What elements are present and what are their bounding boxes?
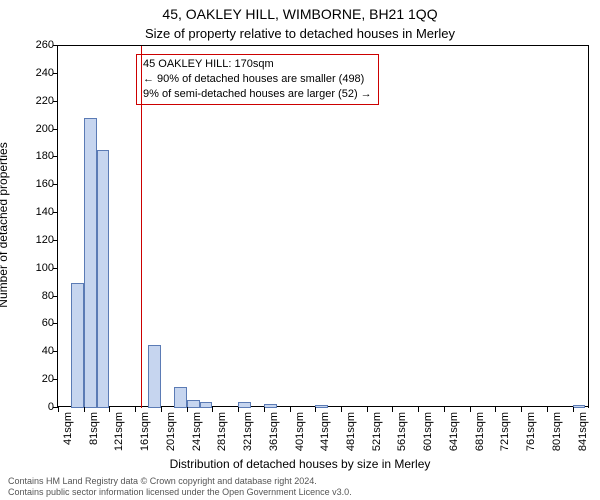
x-tick-mark <box>187 407 188 412</box>
x-tick-label: 801sqm <box>551 412 563 451</box>
x-tick-mark <box>392 407 393 412</box>
x-tick-mark <box>470 407 471 412</box>
histogram-bar <box>97 150 110 408</box>
y-tick-label: 160 <box>36 178 54 190</box>
y-tick-mark <box>53 73 58 74</box>
x-tick-label: 841sqm <box>577 412 589 451</box>
y-tick-label: 140 <box>36 206 54 218</box>
x-tick-mark <box>238 407 239 412</box>
histogram-bar <box>187 400 200 408</box>
y-tick-label: 220 <box>36 95 54 107</box>
y-tick-label: 100 <box>36 262 54 274</box>
x-tick-mark <box>264 407 265 412</box>
chart-title: 45, OAKLEY HILL, WIMBORNE, BH21 1QQ <box>0 6 600 22</box>
x-tick-mark <box>161 407 162 412</box>
x-tick-label: 681sqm <box>474 412 486 451</box>
histogram-bar <box>148 345 161 408</box>
x-tick-label: 641sqm <box>448 412 460 451</box>
x-tick-mark <box>84 407 85 412</box>
reference-line <box>141 46 142 408</box>
x-tick-mark <box>495 407 496 412</box>
chart-subtitle: Size of property relative to detached ho… <box>0 26 600 41</box>
histogram-bar <box>315 405 328 408</box>
x-tick-label: 721sqm <box>499 412 511 451</box>
histogram-bar <box>71 283 84 408</box>
x-axis-label: Distribution of detached houses by size … <box>0 457 600 471</box>
histogram-bar <box>84 118 97 408</box>
annotation-line3: 9% of semi-detached houses are larger (5… <box>143 87 372 102</box>
y-axis-label: Number of detached properties <box>0 142 10 307</box>
y-tick-mark <box>53 379 58 380</box>
x-tick-label: 401sqm <box>294 412 306 451</box>
histogram-bar <box>174 387 187 408</box>
x-tick-label: 481sqm <box>345 412 357 451</box>
y-tick-mark <box>53 323 58 324</box>
footer-attribution: Contains HM Land Registry data © Crown c… <box>8 476 352 498</box>
x-tick-label: 241sqm <box>191 412 203 451</box>
annotation-line1: 45 OAKLEY HILL: 170sqm <box>143 57 372 72</box>
x-tick-mark <box>444 407 445 412</box>
plot-area: 45 OAKLEY HILL: 170sqm ← 90% of detached… <box>58 45 589 408</box>
x-tick-mark <box>521 407 522 412</box>
histogram-bar <box>238 402 251 408</box>
x-tick-label: 81sqm <box>88 412 100 445</box>
x-tick-label: 41sqm <box>62 412 74 445</box>
y-tick-label: 120 <box>36 234 54 246</box>
x-tick-label: 321sqm <box>242 412 254 451</box>
x-tick-mark <box>547 407 548 412</box>
x-tick-mark <box>315 407 316 412</box>
x-tick-label: 601sqm <box>422 412 434 451</box>
y-tick-mark <box>53 296 58 297</box>
y-tick-label: 240 <box>36 67 54 79</box>
y-tick-mark <box>53 45 58 46</box>
y-tick-mark <box>53 156 58 157</box>
x-tick-label: 561sqm <box>396 412 408 451</box>
x-tick-label: 521sqm <box>371 412 383 451</box>
x-tick-label: 441sqm <box>319 412 331 451</box>
histogram-bar <box>264 404 277 408</box>
y-tick-label: 180 <box>36 150 54 162</box>
y-tick-label: 260 <box>36 39 54 51</box>
y-tick-mark <box>53 351 58 352</box>
x-tick-label: 201sqm <box>165 412 177 451</box>
annotation-box: 45 OAKLEY HILL: 170sqm ← 90% of detached… <box>136 54 379 105</box>
x-tick-mark <box>418 407 419 412</box>
x-tick-mark <box>212 407 213 412</box>
y-tick-mark <box>53 184 58 185</box>
x-tick-mark <box>341 407 342 412</box>
x-tick-mark <box>58 407 59 412</box>
x-tick-label: 281sqm <box>216 412 228 451</box>
x-tick-mark <box>135 407 136 412</box>
x-tick-mark <box>367 407 368 412</box>
x-tick-label: 761sqm <box>525 412 537 451</box>
footer-line2: Contains public sector information licen… <box>8 487 352 498</box>
y-tick-mark <box>53 101 58 102</box>
annotation-line2: ← 90% of detached houses are smaller (49… <box>143 72 372 87</box>
y-tick-mark <box>53 240 58 241</box>
x-tick-label: 361sqm <box>268 412 280 451</box>
x-tick-mark <box>573 407 574 412</box>
y-tick-mark <box>53 129 58 130</box>
y-tick-mark <box>53 268 58 269</box>
footer-line1: Contains HM Land Registry data © Crown c… <box>8 476 352 487</box>
histogram-bar <box>200 402 213 408</box>
histogram-bar <box>573 405 586 408</box>
x-tick-label: 161sqm <box>139 412 151 451</box>
y-tick-mark <box>53 212 58 213</box>
y-tick-label: 200 <box>36 123 54 135</box>
x-tick-label: 121sqm <box>113 412 125 451</box>
x-tick-mark <box>290 407 291 412</box>
x-tick-mark <box>109 407 110 412</box>
